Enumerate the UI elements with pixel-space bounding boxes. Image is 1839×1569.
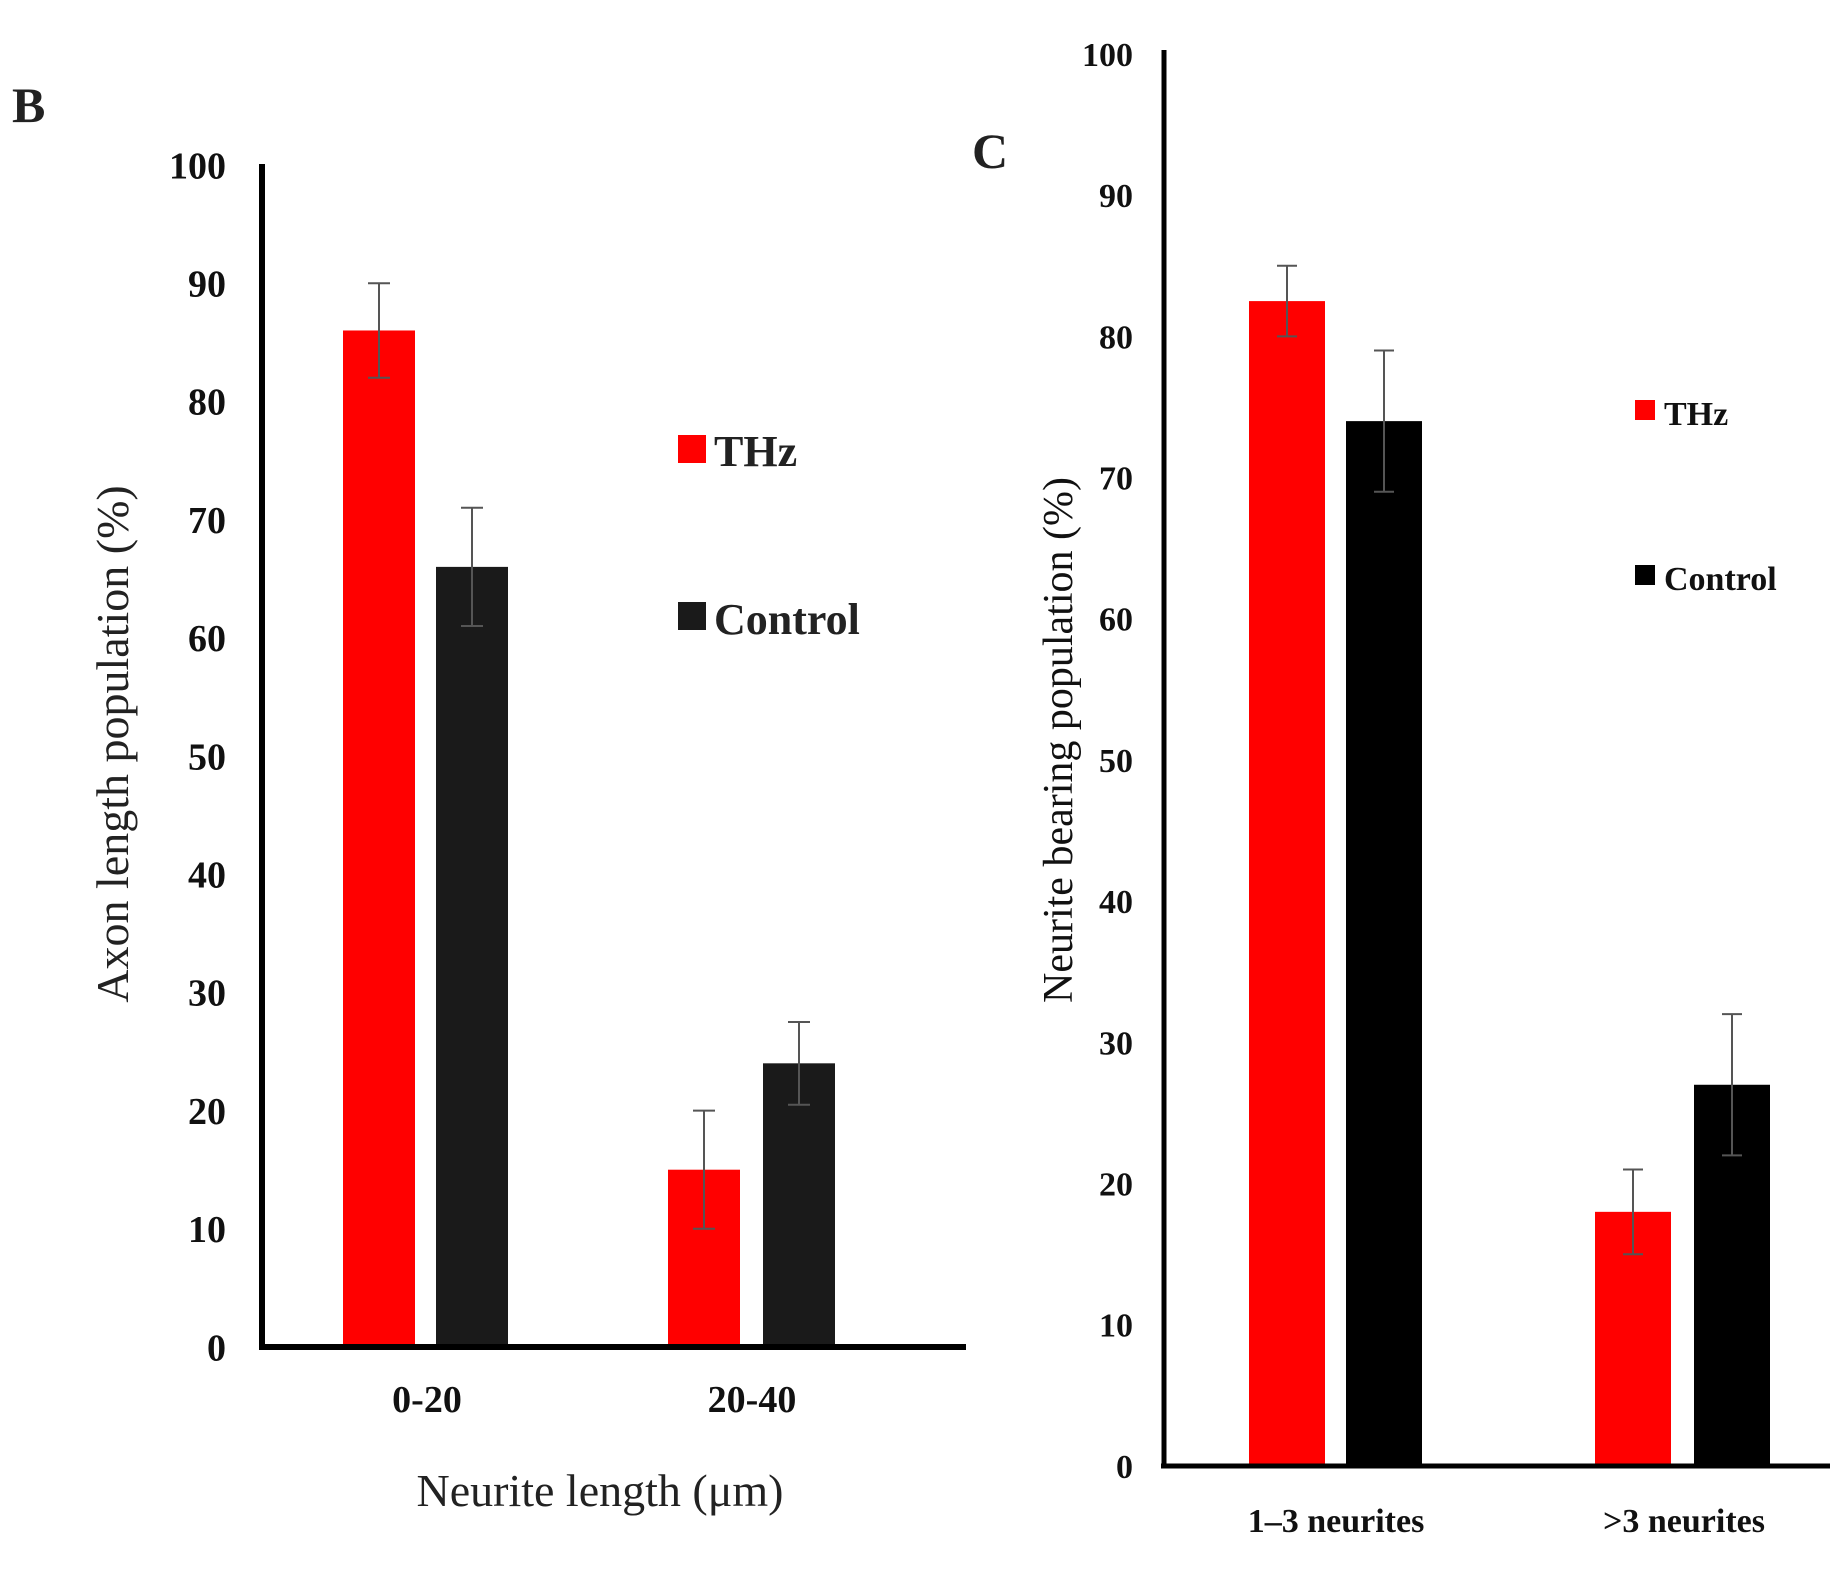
y-tick-label-c: 70 (1099, 461, 1133, 498)
chart-panel-b: B Axon length population (%) Neurite len… (12, 77, 966, 1516)
x-tick-label-c: >3 neurites (1603, 1503, 1765, 1540)
error-bar-thz-c-1 (1623, 1168, 1643, 1256)
y-tick-label-c: 10 (1099, 1308, 1133, 1345)
y-tick-label-b: 30 (188, 973, 226, 1015)
x-axis-title-b: Neurite length (μm) (417, 1465, 784, 1516)
legend-label-thz-b: THz (714, 427, 797, 476)
legend-label-control-c: Control (1664, 561, 1777, 598)
y-tick-label-b: 80 (188, 382, 226, 424)
y-tick-label-c: 20 (1099, 1167, 1133, 1204)
error-bar-thz-b-1 (693, 1109, 715, 1230)
y-tick-label-b: 20 (188, 1091, 226, 1133)
x-tick-label-b: 0-20 (392, 1379, 462, 1421)
y-tick-label-c: 90 (1099, 178, 1133, 215)
error-bar-thz-c-0 (1277, 264, 1297, 338)
error-bar-control-c-0 (1374, 349, 1394, 493)
x-tick-label-c: 1–3 neurites (1248, 1503, 1425, 1540)
legend-label-thz-c: THz (1664, 396, 1728, 433)
error-bar-thz-b-0 (368, 282, 390, 379)
y-tick-label-c: 40 (1099, 884, 1133, 921)
legend-swatch-control-c (1635, 565, 1655, 585)
error-bar-control-b-0 (461, 506, 483, 627)
legend-swatch-thz-c (1635, 400, 1655, 420)
legend-swatch-control-b (678, 602, 706, 630)
y-tick-label-b: 0 (207, 1327, 226, 1369)
error-bar-control-b-1 (788, 1020, 810, 1106)
y-tick-label-c: 30 (1099, 1025, 1133, 1062)
y-tick-label-c: 60 (1099, 602, 1133, 639)
bar-thz-c-0 (1249, 301, 1325, 1467)
y-tick-label-c: 80 (1099, 319, 1133, 356)
x-tick-label-b: 20-40 (708, 1379, 797, 1421)
panel-label-c: C (972, 123, 1008, 179)
bar-control-c-0 (1346, 421, 1422, 1466)
y-tick-label-c: 0 (1116, 1449, 1133, 1486)
error-bar-control-c-1 (1722, 1013, 1742, 1157)
y-tick-label-c: 100 (1082, 37, 1133, 74)
bar-thz-b-0 (343, 330, 415, 1348)
y-axis-title-c: Neurite bearing population (%) (1036, 477, 1082, 1003)
panel-label-b: B (12, 77, 45, 133)
y-axis-title-b: Axon length population (%) (87, 485, 138, 1002)
y-tick-label-b: 90 (188, 264, 226, 306)
y-tick-label-b: 40 (188, 855, 226, 897)
chart-panel-c: C Neurite bearing population (%) 0 10 20 30… (972, 37, 1830, 1540)
y-tick-label-b: 10 (188, 1209, 226, 1251)
bar-control-b-1 (763, 1063, 835, 1347)
y-tick-label-b: 70 (188, 500, 226, 542)
y-tick-label-c: 50 (1099, 743, 1133, 780)
y-tick-label-b: 50 (188, 736, 226, 778)
y-tick-label-b: 100 (169, 145, 226, 187)
y-tick-label-b: 60 (188, 618, 226, 660)
bar-control-b-0 (436, 566, 508, 1347)
legend-label-control-b: Control (714, 595, 860, 644)
legend-swatch-thz-b (678, 435, 706, 463)
